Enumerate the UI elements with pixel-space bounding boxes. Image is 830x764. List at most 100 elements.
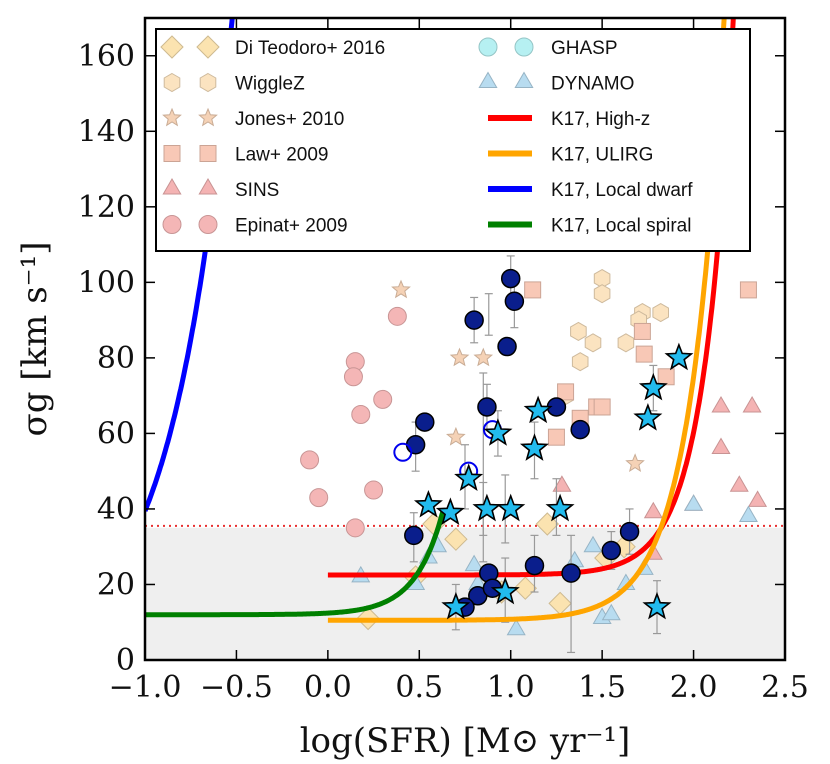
point-jones-2010 [446, 426, 466, 446]
point-jones-2010 [449, 347, 470, 367]
legend-marker [160, 35, 184, 59]
x-tick-label: 1.5 [578, 670, 626, 705]
legend-label: K17, ULIRG [551, 145, 653, 166]
point-law-2009 [633, 322, 651, 340]
point-star [523, 395, 553, 424]
legend-marker [162, 215, 182, 234]
point-star [441, 591, 471, 620]
x-tick-label: 1.0 [487, 670, 535, 705]
y-tick-label: 60 [97, 416, 135, 451]
legend-label: SINS [235, 180, 279, 201]
point-sins [552, 475, 572, 492]
x-tick-label: 2.5 [761, 670, 809, 705]
point-law-2009 [547, 428, 565, 446]
point-star [413, 489, 443, 518]
point-jones-2010 [391, 279, 411, 299]
point-epinat-2009 [309, 488, 329, 508]
point-star [483, 418, 513, 446]
point-dynamo [464, 554, 484, 572]
point-jones-2010 [473, 347, 494, 367]
legend [155, 28, 751, 252]
legend-marker [198, 107, 218, 127]
point-sins [711, 437, 731, 454]
y-tick-label: 120 [78, 190, 135, 225]
point-law-2009 [524, 281, 542, 299]
point-local-galaxy [524, 555, 545, 576]
point-law-2009 [593, 398, 611, 416]
point-star [472, 493, 502, 522]
legend-label: Jones+ 2010 [235, 109, 344, 130]
point-local-galaxy [404, 525, 424, 546]
point-star [519, 433, 549, 461]
point-star [664, 342, 694, 371]
plot-frame [143, 16, 787, 662]
legend-label: K17, Local spiral [551, 216, 691, 237]
point-local-galaxy [570, 419, 590, 440]
point-local-galaxy [415, 412, 435, 432]
x-tick-label: −0.5 [200, 670, 273, 705]
point-local-galaxy [601, 540, 622, 561]
shaded-region [145, 527, 785, 660]
legend-marker [163, 145, 181, 162]
x-axis-title: log(SFR) [M⊙ yr⁻¹] [300, 721, 631, 761]
legend-marker [478, 37, 498, 57]
point-sins [729, 475, 749, 492]
point-epinat-2009 [351, 405, 371, 425]
point-sins [711, 396, 731, 413]
legend-label: Epinat+ 2009 [235, 216, 348, 237]
point-dynamo [684, 494, 704, 511]
x-tick-label: 0.0 [304, 670, 352, 705]
legend-marker [199, 145, 217, 162]
point-star [633, 403, 663, 431]
point-dynamo [506, 618, 526, 636]
legend-marker [199, 72, 217, 93]
point-local-galaxy [500, 268, 521, 289]
point-local-galaxy [504, 291, 525, 311]
legend-label: K17, High-z [551, 109, 650, 130]
y-tick-label: 20 [97, 567, 135, 602]
legend-marker [196, 35, 220, 59]
point-epinat-2009 [345, 518, 365, 538]
point-local-galaxy [561, 563, 581, 583]
point-star [454, 463, 484, 492]
point-law-2009 [557, 383, 575, 401]
legend-marker [478, 71, 498, 88]
point-star [638, 372, 668, 401]
legend-label: K17, Local dwarf [551, 180, 693, 201]
point-di-teodoro-2016 [444, 527, 468, 551]
point-local-galaxy [405, 434, 426, 455]
point-local-galaxy [619, 521, 640, 542]
point-epinat-2009 [364, 480, 384, 500]
point-epinat-2009 [343, 367, 363, 387]
y-tick-label: 140 [78, 114, 135, 149]
point-epinat-2009 [300, 450, 320, 470]
point-sins [748, 490, 768, 507]
legend-label: Law+ 2009 [235, 145, 329, 166]
point-jones-2010 [625, 453, 645, 472]
point-wigglez [593, 284, 611, 304]
point-star [496, 493, 526, 522]
point-sins [742, 395, 762, 413]
point-epinat-2009 [387, 306, 407, 326]
legend-label: GHASP [551, 38, 618, 59]
point-dynamo [601, 603, 621, 621]
x-tick-label: −1.0 [109, 670, 182, 705]
point-local-galaxy [477, 397, 497, 417]
point-open-circle [393, 442, 413, 462]
curve-k17-ulirg [326, 18, 727, 623]
point-local-galaxy [497, 336, 517, 357]
point-star [642, 591, 672, 620]
legend-label: DYNAMO [551, 74, 634, 95]
legend-marker [198, 178, 218, 195]
point-wigglez [584, 333, 602, 353]
point-star [435, 497, 465, 526]
point-wigglez [570, 321, 587, 341]
point-sins [643, 501, 663, 519]
point-epinat-2009 [373, 389, 393, 409]
legend-label: Di Teodoro+ 2016 [235, 38, 385, 59]
legend-marker [198, 215, 218, 234]
curve-k17-local-spiral [145, 509, 446, 618]
y-tick-label: 100 [78, 265, 135, 300]
x-tick-label: 2.0 [670, 670, 718, 705]
